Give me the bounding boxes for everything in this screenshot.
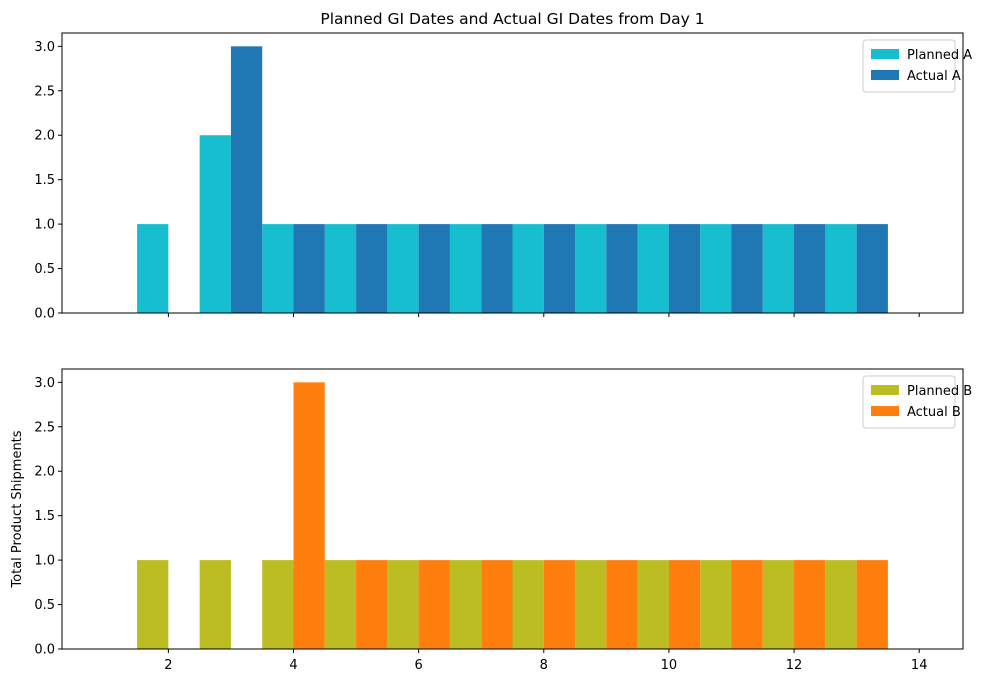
bar-actual-a-7 <box>668 224 701 313</box>
bar-actual-a-6 <box>606 224 638 313</box>
bar-planned-a-3 <box>324 224 357 313</box>
bar-actual-b-7 <box>731 560 763 649</box>
bar-actual-b-3 <box>481 560 513 649</box>
bar-actual-a-9 <box>794 224 826 313</box>
bar-planned-b-2 <box>262 560 294 649</box>
bar-planned-b-4 <box>387 560 419 649</box>
bar-actual-a-2 <box>356 224 388 313</box>
y-tick-label: 0.5 <box>34 262 55 277</box>
bar-planned-b-5 <box>449 560 482 649</box>
y-tick-label: 2.0 <box>34 129 55 144</box>
bar-planned-b-11 <box>825 560 857 649</box>
bar-planned-b-9 <box>700 560 732 649</box>
y-tick-label: 0.5 <box>34 598 55 613</box>
y-tick-label: 0.0 <box>34 643 55 658</box>
y-tick-label: 1.0 <box>34 554 55 569</box>
legend-label: Planned A <box>907 48 972 63</box>
bar-planned-a-2 <box>262 224 294 313</box>
bar-planned-b-10 <box>762 560 795 649</box>
bar-planned-a-5 <box>449 224 482 313</box>
bar-planned-a-11 <box>825 224 857 313</box>
bar-planned-a-10 <box>762 224 795 313</box>
legend-label: Actual B <box>907 405 961 420</box>
y-tick-label: 1.0 <box>34 218 55 233</box>
legend: Planned A Actual A <box>862 39 972 93</box>
axes-frame <box>61 32 964 314</box>
bar-actual-a-10 <box>856 224 888 313</box>
bar-planned-b-0 <box>137 560 169 649</box>
bar-actual-b-0 <box>293 382 325 649</box>
x-tick-label: 12 <box>786 658 803 673</box>
x-tick-label: 14 <box>911 658 928 673</box>
y-tick-label: 2.5 <box>34 84 55 99</box>
bar-actual-a-8 <box>731 224 763 313</box>
bar-planned-b-7 <box>575 560 607 649</box>
y-tick-label: 1.5 <box>34 173 55 188</box>
chart-panel-2: 0.0 0.5 1.0 1.5 2.0 2.5 3.0 2 4 6 8 10 12 14 Total Pro… <box>10 368 972 673</box>
y-tick-label: 3.0 <box>34 376 55 391</box>
bar-actual-b-2 <box>418 560 450 649</box>
y-tick-label: 0.0 <box>34 307 55 322</box>
legend-swatch <box>871 70 899 80</box>
bar-actual-b-6 <box>668 560 701 649</box>
y-tick-label: 3.0 <box>34 40 55 55</box>
legend-swatch <box>871 406 899 416</box>
x-tick-label: 4 <box>289 658 297 673</box>
bar-actual-a-3 <box>418 224 450 313</box>
bar-actual-a-0 <box>230 46 263 313</box>
bar-actual-a-1 <box>293 224 325 313</box>
axes-frame <box>61 368 964 650</box>
bar-planned-b-6 <box>512 560 544 649</box>
bar-actual-a-5 <box>543 224 576 313</box>
y-tick-label: 2.5 <box>34 420 55 435</box>
bar-planned-a-4 <box>387 224 419 313</box>
x-tick-label: 8 <box>540 658 548 673</box>
legend-label: Actual A <box>907 69 961 84</box>
y-axis-label: Total Product Shipments <box>10 430 25 588</box>
bar-planned-a-0 <box>137 224 169 313</box>
bar-actual-b-1 <box>356 560 388 649</box>
bar-planned-a-6 <box>512 224 544 313</box>
y-tick-label: 2.0 <box>34 465 55 480</box>
bar-planned-a-9 <box>700 224 732 313</box>
bar-actual-b-5 <box>606 560 638 649</box>
bar-actual-b-8 <box>794 560 826 649</box>
bar-planned-a-8 <box>637 224 669 313</box>
bar-planned-a-1 <box>199 135 231 313</box>
x-tick-label: 2 <box>164 658 172 673</box>
bar-actual-a-4 <box>481 224 513 313</box>
bar-actual-b-4 <box>543 560 576 649</box>
bar-planned-a-7 <box>575 224 607 313</box>
bar-planned-b-3 <box>324 560 357 649</box>
legend-swatch <box>871 385 899 395</box>
legend-label: Planned B <box>907 384 972 399</box>
y-tick-label: 1.5 <box>34 509 55 524</box>
chart-panel-1: 0.0 0.5 1.0 1.5 2.0 2.5 3.0 Planned GI Dates an… <box>34 10 972 322</box>
chart-title: Planned GI Dates and Actual GI Dates fro… <box>320 10 704 28</box>
bar-planned-b-8 <box>637 560 669 649</box>
bar-planned-b-1 <box>199 560 231 649</box>
bar-actual-b-9 <box>856 560 888 649</box>
legend: Planned B Actual B <box>862 375 972 429</box>
x-tick-label: 6 <box>415 658 423 673</box>
x-tick-label: 10 <box>661 658 678 673</box>
legend-swatch <box>871 49 899 59</box>
